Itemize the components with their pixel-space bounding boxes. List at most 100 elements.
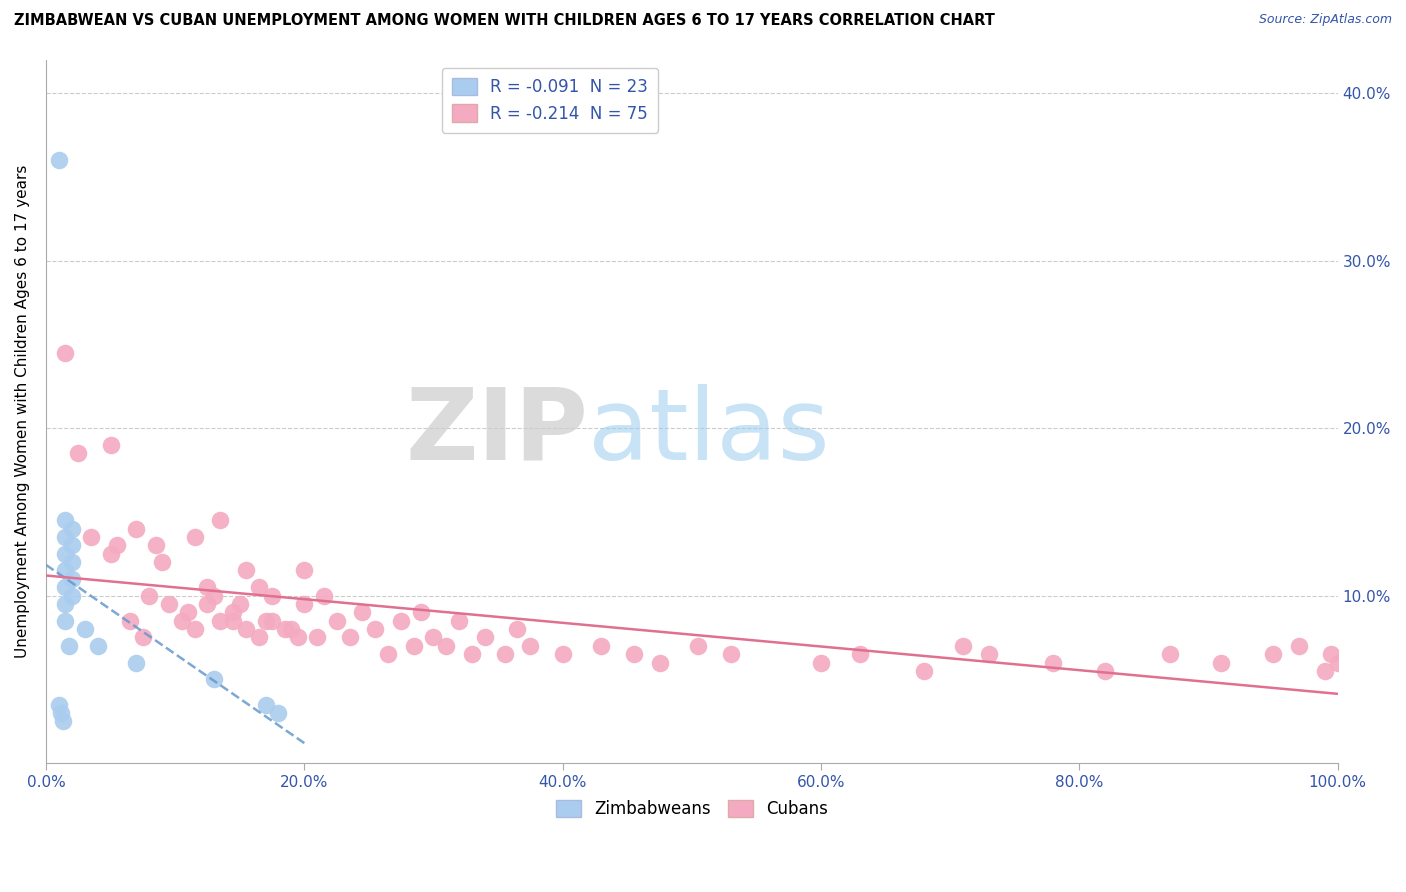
- Point: [100, 547, 122, 561]
- Point: [352, 606, 374, 620]
- Point: [494, 647, 516, 661]
- Point: [48, 153, 70, 167]
- Point: [292, 597, 315, 611]
- Legend: Zimbabweans, Cubans: Zimbabweans, Cubans: [550, 794, 834, 825]
- Point: [254, 698, 277, 712]
- Point: [53, 345, 76, 359]
- Point: [53, 547, 76, 561]
- Point: [1288, 639, 1310, 653]
- Point: [1261, 647, 1284, 661]
- Point: [60, 589, 83, 603]
- Point: [86, 639, 108, 653]
- Point: [280, 622, 302, 636]
- Text: ZIP: ZIP: [405, 384, 589, 481]
- Point: [292, 564, 315, 578]
- Point: [53, 513, 76, 527]
- Point: [60, 522, 83, 536]
- Point: [389, 614, 412, 628]
- Point: [461, 647, 484, 661]
- Point: [228, 597, 250, 611]
- Point: [422, 631, 444, 645]
- Point: [209, 513, 232, 527]
- Point: [312, 589, 335, 603]
- Point: [648, 656, 671, 670]
- Point: [1042, 656, 1064, 670]
- Point: [506, 622, 529, 636]
- Point: [132, 631, 155, 645]
- Point: [260, 589, 283, 603]
- Point: [551, 647, 574, 661]
- Point: [848, 647, 870, 661]
- Point: [274, 622, 297, 636]
- Point: [53, 614, 76, 628]
- Point: [952, 639, 974, 653]
- Point: [222, 614, 245, 628]
- Point: [247, 631, 270, 645]
- Point: [197, 580, 219, 594]
- Point: [209, 614, 232, 628]
- Point: [720, 647, 742, 661]
- Point: [53, 597, 76, 611]
- Point: [125, 522, 148, 536]
- Point: [1159, 647, 1181, 661]
- Point: [307, 631, 329, 645]
- Point: [519, 639, 541, 653]
- Point: [247, 580, 270, 594]
- Point: [183, 530, 205, 544]
- Point: [623, 647, 645, 661]
- Point: [60, 538, 83, 552]
- Point: [73, 622, 96, 636]
- Point: [912, 664, 935, 678]
- Point: [58, 639, 80, 653]
- Text: Source: ZipAtlas.com: Source: ZipAtlas.com: [1258, 13, 1392, 27]
- Point: [434, 639, 457, 653]
- Point: [48, 698, 70, 712]
- Point: [125, 656, 148, 670]
- Point: [105, 538, 128, 552]
- Y-axis label: Unemployment Among Women with Children Ages 6 to 17 years: Unemployment Among Women with Children A…: [15, 165, 30, 658]
- Point: [474, 631, 496, 645]
- Point: [202, 589, 225, 603]
- Point: [267, 706, 290, 720]
- Point: [977, 647, 1000, 661]
- Point: [325, 614, 347, 628]
- Point: [80, 530, 103, 544]
- Point: [235, 622, 257, 636]
- Point: [52, 714, 75, 729]
- Point: [688, 639, 710, 653]
- Point: [254, 614, 277, 628]
- Point: [1313, 664, 1336, 678]
- Point: [197, 597, 219, 611]
- Point: [404, 639, 426, 653]
- Text: ZIMBABWEAN VS CUBAN UNEMPLOYMENT AMONG WOMEN WITH CHILDREN AGES 6 TO 17 YEARS CO: ZIMBABWEAN VS CUBAN UNEMPLOYMENT AMONG W…: [14, 13, 995, 29]
- Point: [60, 572, 83, 586]
- Point: [183, 622, 205, 636]
- Point: [260, 614, 283, 628]
- Point: [145, 538, 167, 552]
- Point: [1211, 656, 1233, 670]
- Point: [1094, 664, 1116, 678]
- Point: [170, 614, 193, 628]
- Point: [287, 631, 309, 645]
- Point: [53, 530, 76, 544]
- Text: atlas: atlas: [589, 384, 830, 481]
- Point: [364, 622, 387, 636]
- Point: [53, 580, 76, 594]
- Point: [67, 446, 90, 460]
- Point: [810, 656, 832, 670]
- Point: [100, 438, 122, 452]
- Point: [60, 555, 83, 569]
- Point: [53, 564, 76, 578]
- Point: [591, 639, 613, 653]
- Point: [1326, 656, 1348, 670]
- Point: [339, 631, 361, 645]
- Point: [51, 706, 73, 720]
- Point: [118, 614, 141, 628]
- Point: [150, 555, 173, 569]
- Point: [235, 564, 257, 578]
- Point: [449, 614, 471, 628]
- Point: [157, 597, 180, 611]
- Point: [177, 606, 200, 620]
- Point: [138, 589, 160, 603]
- Point: [1320, 647, 1343, 661]
